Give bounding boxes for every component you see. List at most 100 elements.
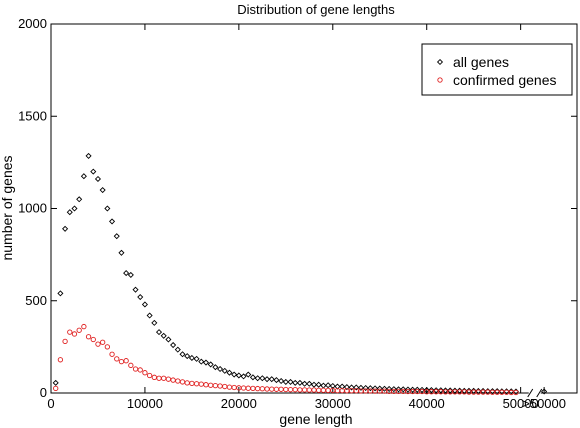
data-point (90, 336, 96, 343)
y-tick-label: 500 (25, 293, 47, 308)
data-point (109, 351, 115, 357)
data-point (137, 294, 144, 301)
data-point (221, 367, 228, 374)
data-point (212, 364, 219, 371)
data-point (541, 388, 548, 395)
y-tick-label: 1500 (18, 108, 47, 123)
data-point (179, 379, 186, 385)
data-point (301, 380, 308, 387)
legend-label: all genes (453, 54, 509, 70)
legend-box (421, 43, 573, 96)
data-point (367, 385, 374, 392)
data-point (203, 382, 209, 388)
data-point (269, 386, 275, 392)
axis-break-gap (528, 389, 541, 397)
x-tick-label: 50000 (503, 396, 539, 411)
x-tick-label: 30000 (315, 396, 351, 411)
x-axis-break-marker (527, 388, 543, 398)
data-point (226, 369, 233, 376)
data-point (245, 371, 252, 378)
data-point (208, 382, 214, 388)
data-point (240, 373, 247, 380)
data-point (325, 382, 332, 389)
data-point (268, 376, 275, 383)
data-point (184, 353, 191, 360)
data-point (409, 386, 416, 393)
data-point (94, 175, 102, 183)
legend-marker (436, 58, 444, 66)
data-point (57, 357, 64, 363)
data-point (442, 387, 449, 394)
data-point (513, 389, 519, 396)
data-point (395, 386, 402, 393)
data-point (254, 385, 261, 392)
axis-break-slash (527, 388, 534, 398)
data-point (207, 361, 214, 368)
data-point (189, 380, 195, 387)
data-point (292, 387, 298, 393)
data-point (235, 372, 242, 379)
data-point (339, 383, 346, 390)
x-axis-label: gene length (279, 411, 352, 427)
data-point (245, 385, 251, 391)
data-point (400, 386, 407, 393)
legend: all genes confirmed genes (421, 43, 573, 96)
y-tick-label: 1000 (18, 201, 47, 216)
legend-marker (437, 77, 443, 83)
data-point (137, 367, 143, 373)
data-point (315, 381, 322, 388)
data-point (292, 379, 299, 386)
data-point (128, 362, 134, 368)
data-point (132, 366, 139, 372)
data-point (184, 380, 190, 386)
data-point (287, 387, 294, 393)
data-point (259, 386, 265, 392)
data-point (273, 377, 280, 384)
data-point (259, 375, 266, 382)
data-point (165, 336, 172, 343)
data-point (170, 377, 176, 383)
data-point (118, 249, 125, 256)
data-point (231, 371, 238, 378)
data-point (57, 290, 64, 297)
x-tick-label: 0 (47, 396, 54, 411)
data-point (282, 378, 289, 385)
data-point (306, 380, 313, 387)
data-point (433, 387, 440, 394)
x-axis: 0 10000 20000 30000 40000 50000>50000 (47, 24, 566, 411)
data-point (423, 387, 430, 394)
data-point (226, 384, 233, 390)
legend-label: confirmed genes (453, 72, 557, 88)
data-point (311, 387, 317, 393)
data-point (278, 386, 284, 392)
data-point (151, 374, 157, 380)
series-confirmed-genes (53, 323, 519, 396)
data-point (198, 358, 205, 365)
data-point (273, 386, 280, 392)
series-all-genes (52, 152, 548, 395)
data-point (283, 386, 289, 393)
data-point (404, 386, 411, 393)
data-point (109, 218, 116, 225)
data-point (343, 384, 350, 391)
data-point (127, 271, 134, 278)
data-point (202, 359, 210, 366)
data-point (104, 205, 111, 212)
data-point (114, 356, 120, 362)
data-point (76, 196, 83, 203)
data-point (188, 354, 195, 361)
data-point (447, 387, 454, 394)
data-point (146, 372, 153, 379)
data-point (165, 376, 172, 382)
data-point (85, 334, 92, 340)
data-point (222, 383, 228, 390)
data-point (161, 375, 167, 381)
data-point (376, 385, 383, 392)
data-point (156, 375, 162, 381)
data-point (357, 384, 365, 391)
data-point (297, 387, 303, 393)
data-point (231, 384, 237, 391)
data-point (287, 378, 294, 385)
data-point (66, 209, 73, 216)
data-point (113, 233, 120, 240)
